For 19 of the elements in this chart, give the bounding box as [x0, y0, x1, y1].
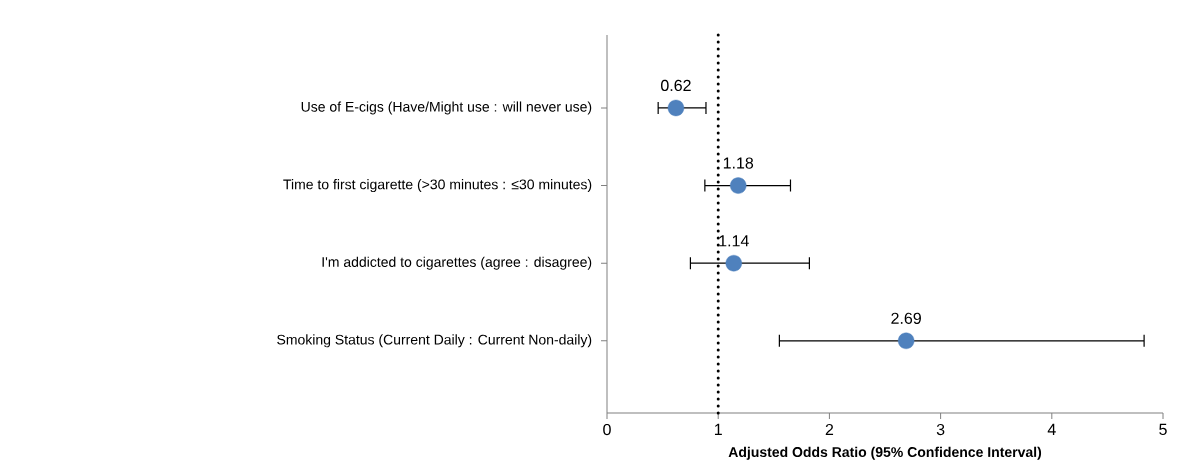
data-label: 1.14	[719, 235, 749, 247]
x-tick-label: 4	[1047, 423, 1056, 435]
y-tick-label: Use of E-cigs (Have/Might use : will never use)	[301, 101, 592, 115]
x-tick-label: 3	[936, 423, 945, 436]
point	[725, 255, 742, 272]
x-axis-title: Adjusted Odds Ratio (95% Confidence Interval)	[728, 446, 1042, 460]
y-tick-label: Time to first cigarette (>30 minutes : ≤30 minutes)	[283, 179, 592, 193]
y-tick-label: I'm addicted to cigarettes (agree : disagree)	[322, 256, 592, 270]
point	[667, 99, 685, 117]
point	[897, 332, 915, 350]
x-tick-label: 0	[603, 423, 611, 436]
x-tick-label: 1	[714, 423, 722, 435]
x-tick-label: 5	[1159, 423, 1167, 436]
data-label: 2.69	[891, 312, 921, 324]
data-label: 1.18	[723, 157, 754, 169]
data-label: 0.62	[661, 79, 691, 92]
point	[730, 177, 747, 194]
x-tick-label: 2	[825, 423, 834, 436]
y-tick-label: Smoking Status (Current Daily : Current Non-daily)	[277, 334, 592, 348]
